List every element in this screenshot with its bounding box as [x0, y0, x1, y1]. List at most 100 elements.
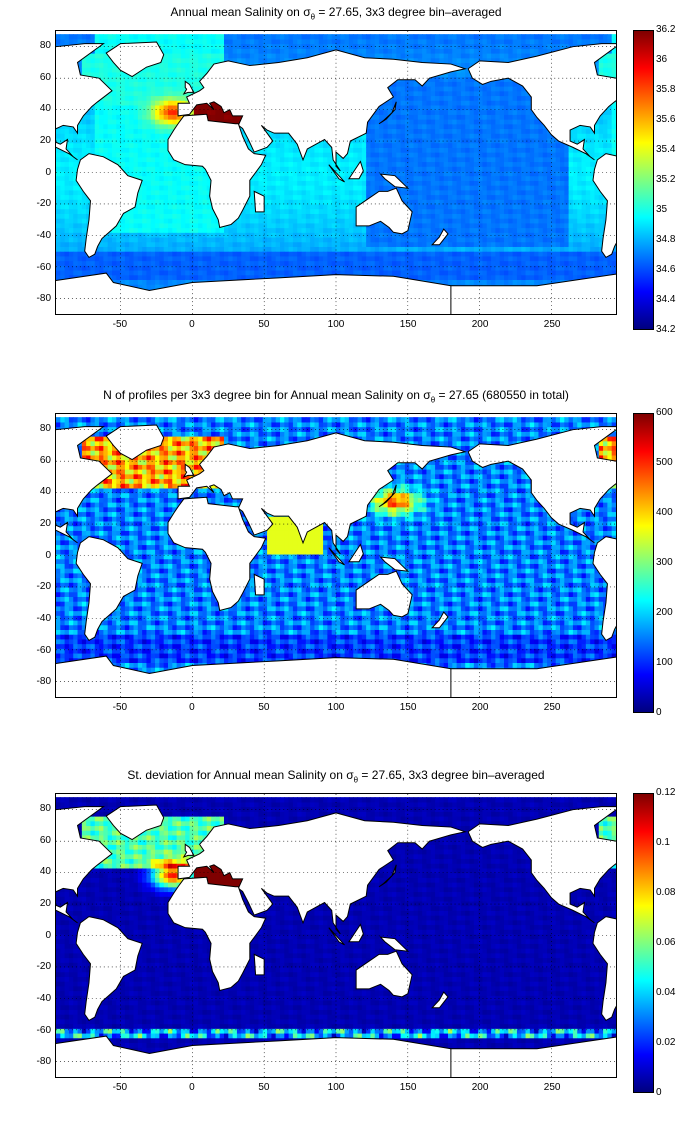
heatmap-cell	[176, 189, 182, 196]
heatmap-cell	[81, 246, 87, 252]
heatmap-cell	[422, 142, 428, 148]
heatmap-cell	[64, 180, 70, 186]
heatmap-cell	[275, 255, 281, 262]
heatmap-cell	[404, 255, 410, 262]
heatmap-cell	[340, 189, 346, 196]
heatmap-cell	[159, 246, 165, 252]
heatmap-cell	[150, 161, 156, 167]
heatmap-cell	[73, 203, 79, 210]
heatmap-cell	[168, 218, 173, 224]
heatmap-cell	[314, 213, 320, 219]
heatmap-cell	[280, 260, 285, 266]
heatmap-cell	[73, 199, 79, 205]
heatmap-cell	[236, 232, 242, 238]
heatmap-cell	[353, 199, 359, 205]
heatmap-cell	[288, 38, 294, 45]
heatmap-cell	[142, 161, 148, 167]
heatmap-cell	[155, 255, 160, 262]
heatmap-cell	[137, 137, 143, 144]
heatmap-cell	[409, 241, 415, 247]
heatmap-cell	[94, 67, 100, 73]
heatmap-cell	[206, 62, 212, 68]
heatmap-cell	[103, 104, 109, 111]
heatmap-cell	[426, 213, 432, 219]
heatmap-cell	[258, 241, 264, 247]
heatmap-cell	[392, 53, 397, 59]
heatmap-cell	[370, 241, 376, 247]
heatmap-cell	[198, 246, 204, 252]
heatmap-cell	[202, 213, 208, 219]
heatmap-cell	[292, 213, 298, 219]
heatmap-cell	[331, 265, 337, 271]
heatmap-cell	[73, 34, 79, 40]
heatmap-cell	[133, 241, 139, 247]
heatmap-cell	[318, 265, 324, 271]
heatmap-cell	[137, 86, 143, 92]
heatmap-cell	[435, 199, 440, 205]
heatmap-cell	[292, 227, 298, 233]
heatmap-cell	[120, 227, 126, 233]
heatmap-cell	[258, 180, 264, 186]
heatmap-cell	[129, 156, 135, 163]
heatmap-cell	[267, 48, 272, 54]
heatmap-cell	[116, 137, 122, 144]
heatmap-cell	[413, 175, 419, 181]
heatmap-cell	[271, 142, 277, 148]
heatmap-cell	[357, 156, 363, 163]
heatmap-cell	[249, 274, 255, 281]
heatmap-cell	[297, 203, 303, 210]
heatmap-cell	[211, 251, 216, 257]
heatmap-cell	[124, 128, 130, 134]
heatmap-cell	[211, 53, 216, 59]
heatmap-cell	[383, 100, 389, 106]
heatmap-cell	[159, 170, 165, 177]
heatmap-cell	[150, 133, 156, 139]
heatmap-cell	[366, 232, 372, 238]
heatmap-cell	[267, 38, 272, 45]
heatmap-cell	[99, 114, 104, 120]
heatmap-cell	[417, 241, 423, 247]
heatmap-cell	[86, 38, 92, 45]
heatmap-cell	[344, 241, 350, 247]
heatmap-cell	[77, 123, 83, 130]
heatmap-cell	[137, 189, 143, 196]
heatmap-cell	[232, 251, 238, 257]
heatmap-cell	[185, 48, 191, 54]
heatmap-cell	[155, 274, 160, 281]
heatmap-cell	[198, 255, 204, 262]
heatmap-cell	[331, 218, 337, 224]
heatmap-cell	[90, 269, 96, 276]
heatmap-cell	[193, 208, 199, 214]
heatmap-cell	[383, 123, 389, 130]
heatmap-cell	[271, 57, 277, 64]
heatmap-cell	[172, 222, 178, 229]
heatmap-cell	[86, 67, 92, 73]
heatmap-cell	[103, 81, 109, 87]
heatmap-cell	[120, 218, 126, 224]
heatmap-cell	[133, 265, 139, 271]
heatmap-cell	[81, 57, 87, 64]
heatmap-cell	[211, 213, 216, 219]
heatmap-cell	[124, 152, 130, 158]
heatmap-cell	[392, 81, 397, 87]
heatmap-cell	[193, 251, 199, 257]
heatmap-cell	[232, 222, 238, 229]
heatmap-cell	[228, 57, 234, 64]
heatmap-cell	[430, 86, 436, 92]
heatmap-cell	[146, 170, 152, 177]
heatmap-cell	[137, 38, 143, 45]
heatmap-cell	[241, 236, 247, 243]
heatmap-cell	[90, 128, 96, 134]
heatmap-cell	[163, 251, 169, 257]
heatmap-cell	[331, 38, 337, 45]
heatmap-cell	[150, 194, 156, 200]
heatmap-cell	[336, 269, 341, 276]
heatmap-cell	[357, 34, 363, 40]
heatmap-cell	[271, 152, 277, 158]
heatmap-cell	[172, 81, 178, 87]
heatmap-cell	[249, 34, 255, 40]
heatmap-cell	[348, 269, 354, 276]
heatmap-cell	[301, 170, 307, 177]
heatmap-cell	[56, 38, 61, 45]
heatmap-cell	[430, 185, 436, 191]
